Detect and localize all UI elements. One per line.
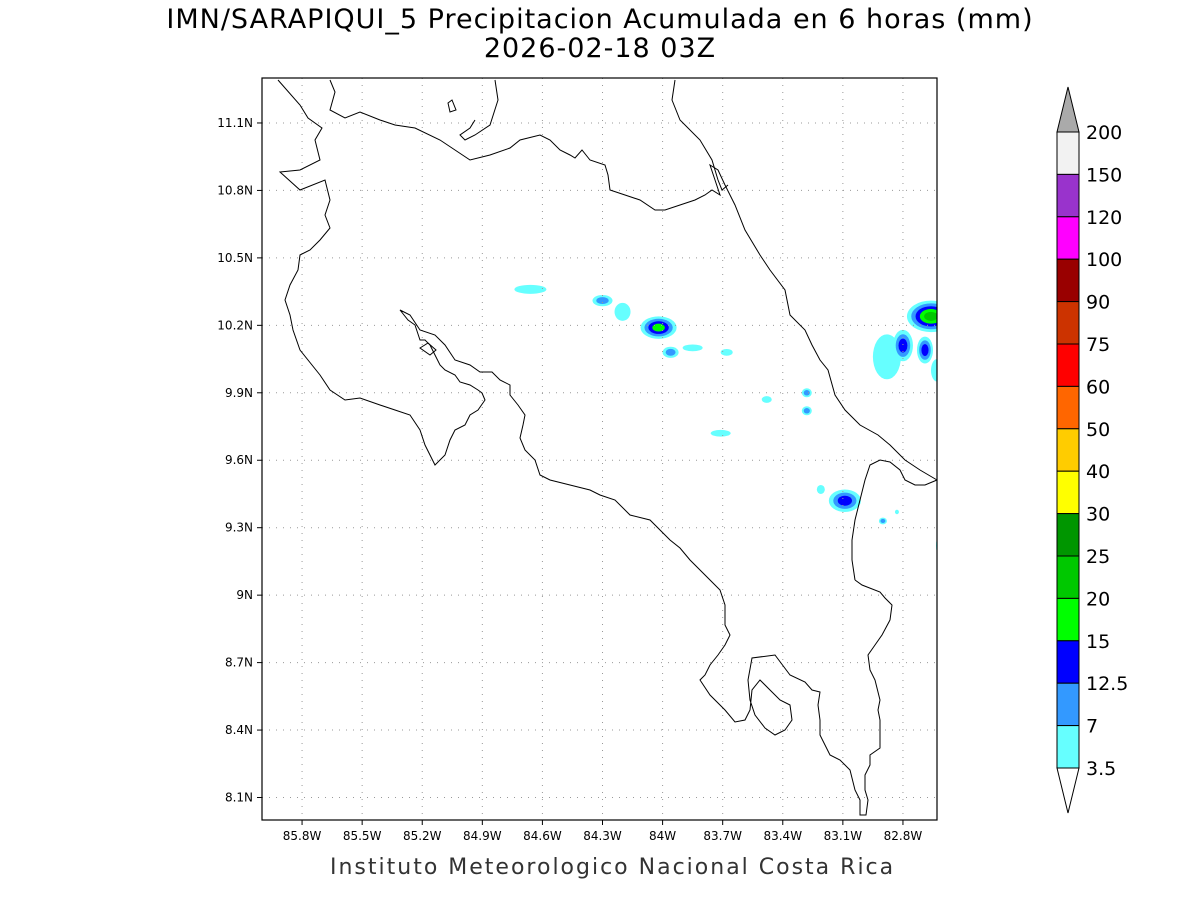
x-tick-label-5: 84.3W	[583, 829, 622, 843]
colorbar-label-0: 3.5	[1086, 758, 1116, 780]
colorbar-label-1: 7	[1086, 716, 1098, 738]
precip-cell-1-level-2	[596, 297, 609, 305]
colorbar-box-13	[1056, 216, 1080, 260]
precip-cell-0-level-1	[514, 284, 547, 294]
colorbar-label-11: 90	[1086, 292, 1110, 314]
y-tick-label-6: 9.3N	[225, 521, 253, 535]
colorbar-label-4: 20	[1086, 588, 1110, 610]
y-tick-label-5: 9.6N	[225, 453, 253, 467]
precip-cell-13-level-2	[880, 518, 886, 524]
precip-cell-5-level-1	[682, 344, 703, 352]
y-tick-label-4: 9.9N	[225, 386, 253, 400]
y-tick-label-10: 8.1N	[225, 791, 253, 805]
colorbar-underflow-triangle	[1056, 767, 1080, 814]
x-tick-label-4: 84.6W	[523, 829, 562, 843]
precip-cell-7-level-1	[761, 396, 772, 403]
precip-cell-18-level-3	[921, 344, 929, 357]
precip-cell-19-level-5	[924, 311, 937, 321]
colorbar-box-2	[1056, 682, 1080, 727]
colorbar-box-8	[1056, 428, 1080, 472]
precip-cell-11-level-1	[816, 484, 825, 494]
x-tick-label-3: 84.9W	[463, 829, 502, 843]
map-axes: 85.8W 85.5W 85.2W 84.9W 84.6W 84.3W 84W 83.7W 83…	[217, 116, 922, 843]
y-tick-label-8: 8.7N	[225, 656, 253, 670]
colorbar-box-1	[1056, 725, 1080, 769]
y-tick-label-3: 10.2N	[217, 318, 253, 332]
coastline-pacific	[277, 79, 893, 816]
coastline	[277, 79, 938, 816]
footer-credit: Instituto Meteorologico Nacional Costa R…	[330, 855, 896, 880]
colorbar-label-6: 30	[1086, 504, 1110, 526]
colorbar-box-9	[1056, 385, 1080, 430]
y-tick-label-9: 8.4N	[225, 723, 253, 737]
colorbar-box-5	[1056, 555, 1080, 599]
precip-cell-6-level-1	[720, 348, 733, 356]
colorbar-label-10: 75	[1086, 334, 1110, 356]
colorbar-label-14: 150	[1086, 164, 1122, 186]
border-panama	[851, 459, 938, 581]
x-tick-label-10: 82.8W	[884, 829, 923, 843]
chart-subtitle: 2026-02-18 03Z	[483, 33, 717, 64]
colorbar-label-5: 25	[1086, 546, 1110, 568]
x-tick-label-8: 83.4W	[763, 829, 802, 843]
colorbar-box-15	[1056, 131, 1080, 175]
colorbar-box-11	[1056, 301, 1080, 345]
x-tick-label-7: 83.7W	[703, 829, 742, 843]
colorbar-label-12: 100	[1086, 249, 1122, 271]
x-tick-label-6: 84W	[649, 829, 676, 843]
colorbar-overflow-triangle	[1056, 86, 1080, 133]
precip-cell-12-level-3	[837, 495, 852, 506]
x-tick-label-9: 83.1W	[824, 829, 863, 843]
colorbar-box-12	[1056, 258, 1080, 303]
colorbar-box-4	[1056, 597, 1080, 642]
colorbar-label-7: 40	[1086, 461, 1110, 483]
precip-cell-20-level-1	[930, 359, 937, 382]
colorbar-label-3: 15	[1086, 631, 1110, 653]
x-tick-label-1: 85.5W	[343, 829, 382, 843]
map-frame	[261, 77, 938, 821]
map-grid	[262, 78, 937, 820]
coastline-nicaragua-lake	[459, 79, 499, 141]
chart-title: IMN/SARAPIQUI_5 Precipitacion Acumulada …	[166, 4, 1034, 35]
island-gulf	[419, 342, 437, 356]
precip-cell-4-level-2	[665, 348, 676, 356]
colorbar-label-2: 12.5	[1086, 673, 1128, 695]
colorbar-box-6	[1056, 513, 1080, 557]
colorbar-box-10	[1056, 343, 1080, 387]
colorbar-label-13: 120	[1086, 207, 1122, 229]
colorbar-label-15: 200	[1086, 122, 1122, 144]
y-tick-label-2: 10.5N	[217, 251, 253, 265]
precip-cell-8-level-2	[803, 390, 810, 396]
precipitation-layer	[514, 284, 937, 553]
colorbar-box-7	[1056, 470, 1080, 515]
colorbar-box-3	[1056, 640, 1080, 684]
colorbar-label-8: 50	[1086, 419, 1110, 441]
y-tick-label-7: 9N	[236, 588, 253, 602]
precip-cell-17-level-3	[898, 338, 908, 353]
colorbar-label-9: 60	[1086, 376, 1110, 398]
precip-cell-9-level-2	[803, 408, 810, 414]
colorbar-box-14	[1056, 173, 1080, 218]
island-lake	[447, 99, 457, 113]
x-tick-label-2: 85.2W	[403, 829, 442, 843]
y-tick-label-1: 10.8N	[217, 183, 253, 197]
precip-cell-10-level-1	[710, 429, 731, 437]
colorbar: 3.5 7 12.5 15 20 25 30 40 50 60 75 90 100 120 150 200	[1056, 86, 1128, 814]
coastline-caribbean	[329, 79, 938, 481]
precip-cell-2-level-1	[614, 302, 631, 321]
x-tick-label-0: 85.8W	[283, 829, 322, 843]
y-tick-label-0: 11.1N	[217, 116, 253, 130]
coastline-north-river	[671, 79, 729, 191]
precip-cell-14-level-1	[894, 509, 899, 515]
